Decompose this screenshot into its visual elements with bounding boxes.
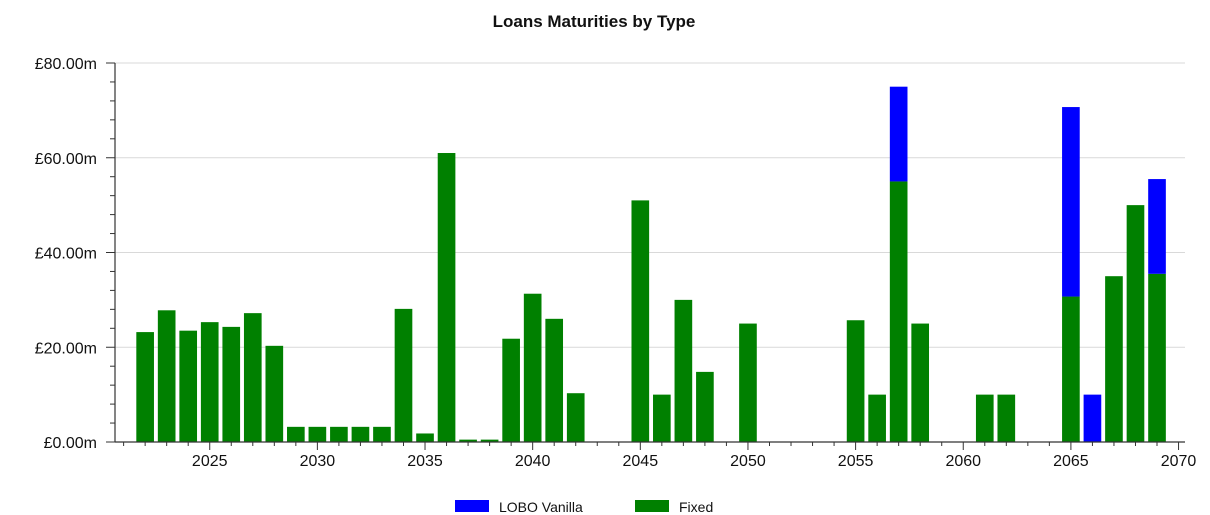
bar-fixed [480,439,499,442]
bar-fixed [179,330,198,442]
bar-fixed [545,318,564,442]
bar-fixed [975,394,994,442]
x-tick-label: 2035 [407,453,443,470]
bar-fixed [330,426,348,442]
bar-fixed [416,433,434,442]
bar-lobo-vanilla [1083,394,1102,442]
bar-fixed [1105,276,1123,442]
bar-lobo-vanilla [1148,179,1166,274]
bar-fixed [1126,205,1145,442]
grid-lines [115,62,1185,348]
bar-fixed [868,394,886,442]
x-tick-label: 2065 [1053,453,1089,470]
bar-fixed [523,293,542,442]
x-tick-label: 2060 [945,453,981,470]
legend-label: Fixed [679,499,713,515]
x-tick-label: 2050 [730,453,766,470]
y-tick-label: £80.00m [35,56,97,73]
x-tick-label: 2070 [1161,453,1197,470]
bar-fixed [739,323,757,442]
legend-item-lobo-vanilla: LOBO Vanilla [455,499,583,515]
legend-label: LOBO Vanilla [499,499,583,515]
bar-fixed [351,426,370,442]
bar-lobo-vanilla [1062,107,1080,297]
bar-fixed [200,322,219,442]
bar-fixed [373,426,391,442]
bar-fixed [459,439,477,442]
bar-fixed [222,326,241,442]
y-tick-label: £20.00m [35,340,97,357]
y-tick-label: £40.00m [35,246,97,263]
bar-fixed [653,394,671,442]
axes: £0.00m £20.00m £40.00m £60.00m £80.00m 2025 20… [35,56,1197,470]
y-tick-label: £60.00m [35,151,97,168]
bar-fixed [136,332,154,442]
bar-fixed [1062,296,1080,442]
bar-fixed [911,323,930,442]
bar-fixed [157,310,176,442]
bar-fixed [243,313,262,442]
bar-fixed [394,308,413,442]
bar-lobo-vanilla [889,86,908,182]
x-tick-label: 2045 [623,453,659,470]
bar-fixed [696,371,714,442]
bar-fixed [846,320,865,442]
bar-fixed [997,394,1016,442]
bar-fixed [502,338,520,442]
bar-fixed [674,299,693,442]
chart-title: Loans Maturities by Type [493,12,696,31]
legend-item-fixed: Fixed [635,499,713,515]
x-tick-label: 2030 [300,453,336,470]
bar-fixed [437,153,456,442]
legend-swatch [455,500,489,512]
legend-swatch [635,500,669,512]
bar-fixed [889,181,908,442]
bar-fixed [287,426,305,442]
x-tick-label: 2040 [515,453,551,470]
bar-fixed [1148,273,1166,442]
y-tick-label: £0.00m [44,435,97,452]
bar-fixed [265,345,284,442]
bars [136,86,1166,442]
x-tick-label: 2055 [838,453,874,470]
legend: LOBO Vanilla Fixed [455,499,713,515]
bar-fixed [566,393,585,442]
bar-fixed [631,200,650,442]
x-tick-label: 2025 [192,453,228,470]
bar-fixed [308,426,327,442]
